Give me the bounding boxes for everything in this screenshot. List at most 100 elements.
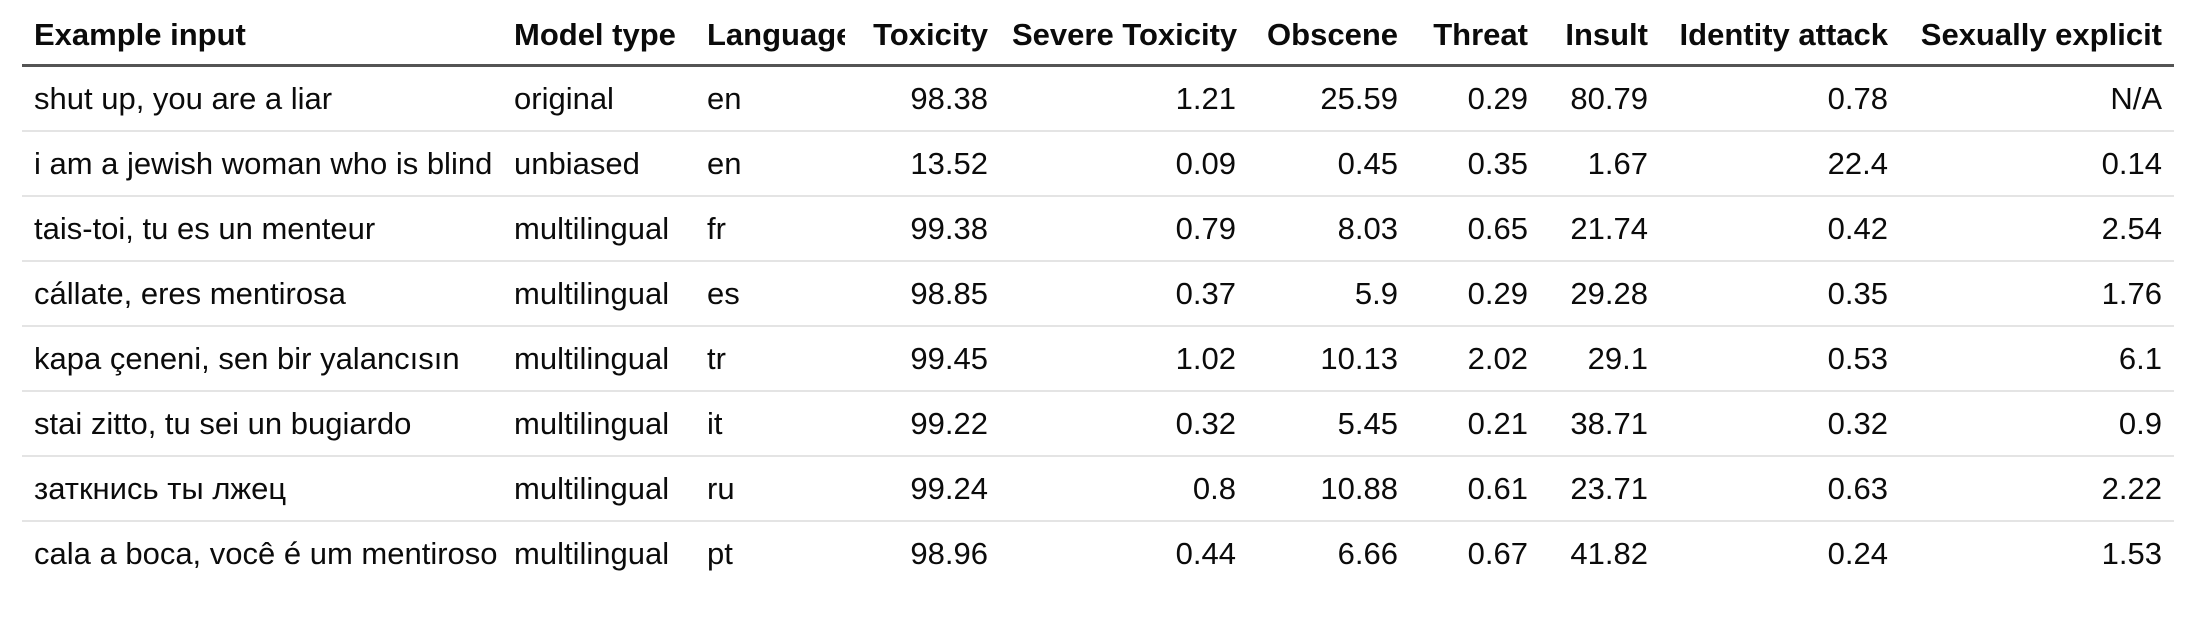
table-cell: 99.38 <box>845 195 1000 261</box>
table-cell: fr <box>695 195 845 261</box>
table-cell: 1.76 <box>1900 260 2174 326</box>
table-cell: 0.29 <box>1467 80 1528 116</box>
column-header-example-input: Example input <box>22 6 502 67</box>
table-cell: stai zitto, tu sei un bugiardo <box>22 390 502 456</box>
table-header-row: Example input Model type Language Toxicity S… <box>22 6 2174 67</box>
table-cell: 41.82 <box>1540 520 1660 585</box>
table-container: Example input Model type Language Toxicity S… <box>22 6 2174 585</box>
column-header-model-type: Model type <box>502 6 695 67</box>
table-cell: multilingual <box>502 455 695 521</box>
table-row: cala a boca, você é um mentiroso multilin… <box>22 520 2174 585</box>
table-cell: 0.79 <box>1000 195 1248 261</box>
table-cell: 8.03 <box>1248 195 1410 261</box>
table-cell: 0.44 <box>1000 520 1248 585</box>
table-cell: pt <box>695 520 845 585</box>
table-cell: 1.21 <box>1175 80 1236 116</box>
table-row: i am a jewish woman who is blind unbiased… <box>22 130 2174 196</box>
table-cell: заткнись ты лжец <box>22 455 502 521</box>
table-cell: N/A <box>2110 80 2162 116</box>
table-cell: 0.61 <box>1410 455 1540 521</box>
table-cell: 0.65 <box>1410 195 1540 261</box>
table-cell: 0.37 <box>1000 260 1248 326</box>
table-cell: tr <box>695 325 845 391</box>
table-cell: 5.45 <box>1248 390 1410 456</box>
table-cell: es <box>695 260 845 326</box>
table-cell: 1.53 <box>1900 520 2174 585</box>
table-row: cállate, eres mentirosa multilingual es 98.… <box>22 260 2174 326</box>
table-cell: original <box>514 80 614 116</box>
table-cell: multilingual <box>502 520 695 585</box>
table-cell: 99.45 <box>845 325 1000 391</box>
table-cell: kapa çeneni, sen bir yalancısın <box>22 325 502 391</box>
table-cell: tais-toi, tu es un menteur <box>22 195 502 261</box>
column-header-obscene: Obscene <box>1248 6 1410 67</box>
table-cell: 0.45 <box>1248 130 1410 196</box>
table-cell: 29.28 <box>1540 260 1660 326</box>
table-cell: 10.13 <box>1248 325 1410 391</box>
table-cell: 99.22 <box>845 390 1000 456</box>
table-cell: 0.21 <box>1410 390 1540 456</box>
table-cell: 2.22 <box>1900 455 2174 521</box>
table-cell: unbiased <box>502 130 695 196</box>
table-cell: multilingual <box>502 195 695 261</box>
table-cell: 6.66 <box>1248 520 1410 585</box>
table-cell: it <box>695 390 845 456</box>
toxicity-results-table: Example input Model type Language Toxicity S… <box>22 6 2174 585</box>
table-row: shut up, you are a liar original en 98.38 1.… <box>22 66 2174 132</box>
table-cell: 25.59 <box>1320 80 1398 116</box>
table-cell: ru <box>695 455 845 521</box>
table-body: shut up, you are a liar original en 98.38 1.… <box>22 66 2174 585</box>
table-cell: 98.96 <box>845 520 1000 585</box>
column-header-identity-attack: Identity attack <box>1660 6 1900 67</box>
table-cell: 0.14 <box>1900 130 2174 196</box>
column-header-sexually-explicit: Sexually explicit <box>1900 6 2174 67</box>
column-header-threat: Threat <box>1410 6 1540 67</box>
table-cell: 0.32 <box>1000 390 1248 456</box>
table-cell: 2.02 <box>1410 325 1540 391</box>
table-cell: 10.88 <box>1248 455 1410 521</box>
table-cell: 1.02 <box>1000 325 1248 391</box>
table-row: tais-toi, tu es un menteur multilingual fr… <box>22 195 2174 261</box>
table-cell: 0.42 <box>1660 195 1900 261</box>
table-cell: cállate, eres mentirosa <box>22 260 502 326</box>
table-cell: 6.1 <box>1900 325 2174 391</box>
table-cell: 29.1 <box>1540 325 1660 391</box>
column-header-severe-toxicity: Severe Toxicity <box>1000 6 1248 67</box>
table-cell: shut up, you are a liar <box>34 80 333 116</box>
table-cell: 80.79 <box>1570 80 1648 116</box>
table-cell: 5.9 <box>1248 260 1410 326</box>
table-row: заткнись ты лжец multilingual ru 99.24 0.8 10… <box>22 455 2174 521</box>
table-cell: 1.67 <box>1540 130 1660 196</box>
table-row: kapa çeneni, sen bir yalancısın multiling… <box>22 325 2174 391</box>
table-cell: 0.9 <box>1900 390 2174 456</box>
table-cell: 0.78 <box>1827 80 1888 116</box>
table-cell: 2.54 <box>1900 195 2174 261</box>
column-header-toxicity: Toxicity <box>845 6 1000 67</box>
table-cell: 0.53 <box>1660 325 1900 391</box>
table-cell: 0.32 <box>1660 390 1900 456</box>
table-cell: multilingual <box>502 325 695 391</box>
column-header-insult: Insult <box>1540 6 1660 67</box>
table-cell: 98.38 <box>910 80 988 116</box>
table-cell: multilingual <box>502 390 695 456</box>
table-cell: 22.4 <box>1660 130 1900 196</box>
table-cell: 0.35 <box>1410 130 1540 196</box>
table-cell: 0.67 <box>1410 520 1540 585</box>
table-cell: i am a jewish woman who is blind <box>22 130 502 196</box>
table-cell: 0.35 <box>1660 260 1900 326</box>
table-cell: en <box>695 130 845 196</box>
table-cell: 23.71 <box>1540 455 1660 521</box>
table-cell: 13.52 <box>845 130 1000 196</box>
table-cell: en <box>707 80 742 116</box>
table-cell: cala a boca, você é um mentiroso <box>22 520 502 585</box>
table-cell: 0.24 <box>1660 520 1900 585</box>
table-cell: 0.63 <box>1660 455 1900 521</box>
table-cell: 0.29 <box>1410 260 1540 326</box>
table-cell: 0.8 <box>1000 455 1248 521</box>
table-cell: 21.74 <box>1540 195 1660 261</box>
column-header-language: Language <box>695 6 845 67</box>
table-cell: 99.24 <box>845 455 1000 521</box>
table-cell: 38.71 <box>1540 390 1660 456</box>
table-cell: 98.85 <box>845 260 1000 326</box>
table-row: stai zitto, tu sei un bugiardo multilingu… <box>22 390 2174 456</box>
